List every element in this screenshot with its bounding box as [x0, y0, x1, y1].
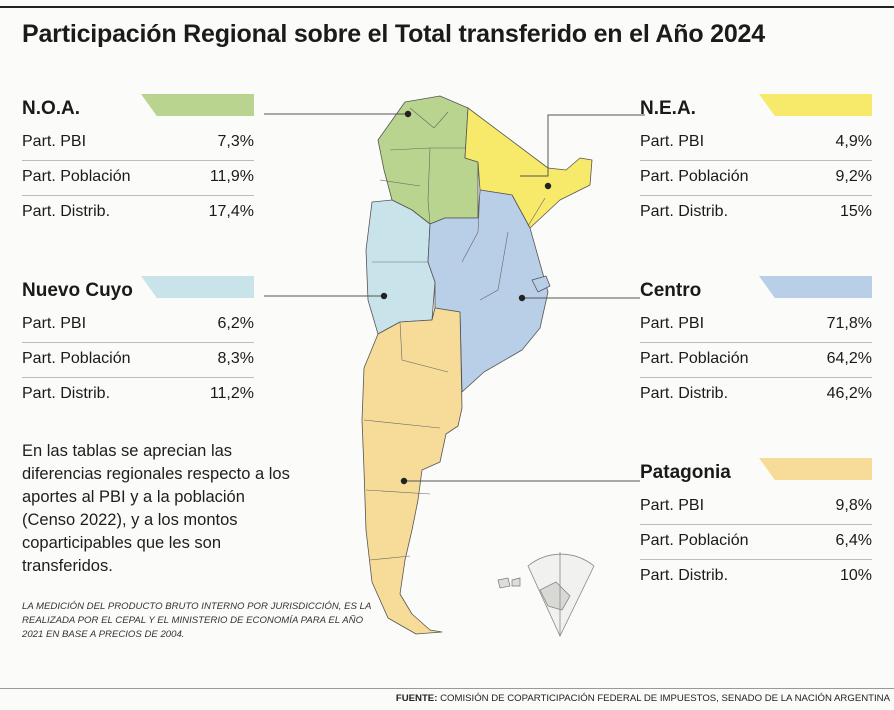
- stat-label: Part. Distrib.: [22, 203, 111, 220]
- explanatory-note: En las tablas se aprecian las diferencia…: [22, 442, 290, 575]
- map-markers: [380, 110, 552, 485]
- stat-value: 11,9%: [209, 168, 254, 185]
- methodology-note: La medición del producto bruto interno p…: [22, 601, 371, 640]
- stat-row-distrib: Part. Distrib. 10%: [640, 560, 872, 594]
- region-name: N.O.A.: [22, 98, 81, 119]
- region-centro: Centro Part. PBI 71,8% Part. Población 64,…: [640, 276, 872, 412]
- stat-label: Part. Población: [640, 532, 749, 549]
- stat-value: 11,2%: [209, 385, 254, 402]
- stat-label: Part. Distrib.: [22, 385, 111, 402]
- stat-value: 8,3%: [217, 350, 254, 367]
- stat-row-distrib: Part. Distrib. 11,2%: [22, 378, 254, 412]
- map-island: [531, 275, 551, 293]
- region-swatch: [141, 276, 254, 298]
- stat-row-distrib: Part. Distrib. 15%: [640, 196, 872, 230]
- stat-value: 64,2%: [826, 350, 872, 367]
- stat-value: 9,8%: [835, 497, 872, 514]
- stat-row-pbi: Part. PBI 9,8%: [640, 490, 872, 525]
- region-name: Nuevo Cuyo: [22, 280, 133, 301]
- stat-row-poblacion: Part. Población 64,2%: [640, 343, 872, 378]
- stat-label: Part. PBI: [640, 133, 705, 150]
- page-title: Participación Regional sobre el Total tr…: [22, 20, 765, 48]
- region-nea: N.E.A. Part. PBI 4,9% Part. Población 9,2%…: [640, 94, 872, 230]
- stat-row-distrib: Part. Distrib. 46,2%: [640, 378, 872, 412]
- stat-label: Part. PBI: [22, 133, 87, 150]
- stat-row-poblacion: Part. Población 8,3%: [22, 343, 254, 378]
- argentina-map: [264, 95, 645, 637]
- stat-value: 17,4%: [208, 203, 254, 220]
- region-name: Patagonia: [640, 462, 731, 483]
- stat-row-poblacion: Part. Población 6,4%: [640, 525, 872, 560]
- stat-row-pbi: Part. PBI 4,9%: [640, 126, 872, 161]
- stat-row-poblacion: Part. Población 11,9%: [22, 161, 254, 196]
- stat-label: Part. PBI: [640, 497, 705, 514]
- region-cuyo: Nuevo Cuyo Part. PBI 6,2% Part. Población…: [22, 276, 254, 412]
- stat-value: 10%: [839, 567, 872, 584]
- region-noa: N.O.A. Part. PBI 7,3% Part. Población 11,9…: [22, 94, 254, 230]
- stat-label: Part. Población: [640, 350, 749, 367]
- source-rule: [0, 688, 894, 689]
- map-region-cuyo: [365, 199, 436, 335]
- region-name: N.E.A.: [640, 98, 696, 119]
- map-region-centro: [427, 189, 549, 393]
- stat-label: Part. Distrib.: [640, 385, 729, 402]
- stat-value: 46,2%: [826, 385, 872, 402]
- stat-row-pbi: Part. PBI 71,8%: [640, 308, 872, 343]
- source-label: FUENTE:: [395, 693, 438, 704]
- top-rule: [0, 6, 894, 8]
- stat-value: 4,9%: [835, 133, 872, 150]
- stat-label: Part. Población: [22, 350, 131, 367]
- stat-label: Part. Población: [640, 168, 749, 185]
- stat-value: 9,2%: [835, 168, 872, 185]
- stat-label: Part. Distrib.: [640, 567, 729, 584]
- stat-row-pbi: Part. PBI 7,3%: [22, 126, 254, 161]
- source-credit: FUENTE: Comisión de Coparticipación Fede…: [396, 693, 890, 704]
- province-borders: [363, 107, 546, 561]
- source-text: Comisión de Coparticipación Federal de I…: [440, 693, 890, 704]
- stat-value: 6,2%: [217, 315, 254, 332]
- stat-value: 6,4%: [835, 532, 872, 549]
- malvinas-islands: [497, 577, 521, 589]
- leader-lines: [264, 113, 645, 482]
- stat-label: Part. Población: [22, 168, 131, 185]
- antarctica-inset: [527, 552, 595, 637]
- stat-value: 15%: [839, 203, 872, 220]
- region-patagonia: Patagonia Part. PBI 9,8% Part. Población 6…: [640, 458, 872, 594]
- stat-value: 71,8%: [826, 315, 872, 332]
- map-region-nea: [464, 107, 593, 229]
- region-name: Centro: [640, 280, 702, 301]
- stat-row-pbi: Part. PBI 6,2%: [22, 308, 254, 343]
- region-swatch: [759, 458, 872, 480]
- stat-label: Part. PBI: [22, 315, 87, 332]
- region-swatch: [759, 94, 872, 116]
- stat-value: 7,3%: [217, 133, 254, 150]
- stat-row-distrib: Part. Distrib. 17,4%: [22, 196, 254, 230]
- stat-label: Part. PBI: [640, 315, 705, 332]
- region-swatch: [759, 276, 872, 298]
- map-region-patagonia: [361, 307, 463, 635]
- stat-label: Part. Distrib.: [640, 203, 729, 220]
- stat-row-poblacion: Part. Población 9,2%: [640, 161, 872, 196]
- region-swatch: [141, 94, 254, 116]
